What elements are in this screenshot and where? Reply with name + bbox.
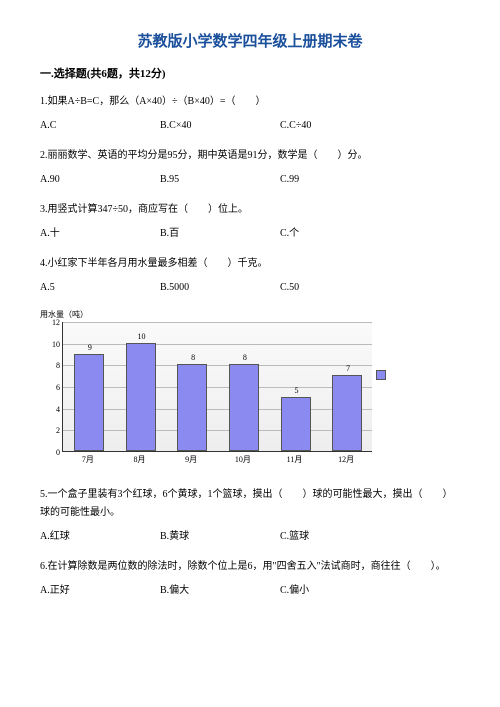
gridline <box>63 344 372 345</box>
gridline <box>63 387 372 388</box>
section-header: 一.选择题(共6题，共12分) <box>40 65 460 81</box>
gridline <box>63 409 372 410</box>
gridline <box>63 430 372 431</box>
chart-ylabel: 用水量（吨） <box>40 309 400 320</box>
bar: 7 <box>332 375 362 451</box>
option-c: C.个 <box>280 225 400 243</box>
option-c: C.偏小 <box>280 582 400 600</box>
bar-value-label: 5 <box>282 386 312 395</box>
question-text: 4.小红家下半年各月用水量最多相差（ ）千克。 <box>40 255 460 273</box>
question-3: 3.用竖式计算347÷50，商应写在（ ）位上。 A.十 B.百 C.个 <box>40 201 460 243</box>
x-tick-label: 7月 <box>73 454 103 465</box>
bar: 8 <box>177 364 207 451</box>
option-a: A.90 <box>40 171 160 189</box>
x-tick-label: 8月 <box>125 454 155 465</box>
legend-box <box>376 370 386 380</box>
options: A.十 B.百 C.个 <box>40 225 460 243</box>
bar: 10 <box>126 343 156 451</box>
question-1: 1.如果A÷B=C，那么（A×40）÷（B×40）=（ ） A.C B.C×40… <box>40 93 460 135</box>
question-text: 1.如果A÷B=C，那么（A×40）÷（B×40）=（ ） <box>40 93 460 111</box>
option-c: C.篮球 <box>280 528 400 546</box>
x-tick-label: 10月 <box>228 454 258 465</box>
y-tick-label: 2 <box>44 426 60 435</box>
gridline <box>63 365 372 366</box>
y-tick-label: 12 <box>44 318 60 327</box>
option-c: C.50 <box>280 279 400 297</box>
option-c: C.99 <box>280 171 400 189</box>
options: A.C B.C×40 C.C÷40 <box>40 117 460 135</box>
options: A.5 B.5000 C.50 <box>40 279 460 297</box>
bar-value-label: 9 <box>75 343 105 352</box>
chart-container: 用水量（吨） 9108857 0246810127月8月9月10月11月12月 <box>40 309 400 472</box>
question-4: 4.小红家下半年各月用水量最多相差（ ）千克。 A.5 B.5000 C.50 <box>40 255 460 297</box>
bar-value-label: 8 <box>230 353 260 362</box>
bar-chart: 9108857 0246810127月8月9月10月11月12月 <box>40 322 380 472</box>
page-title: 苏教版小学数学四年级上册期末卷 <box>40 30 460 51</box>
gridline <box>63 322 372 323</box>
bar: 5 <box>281 397 311 451</box>
option-b: B.95 <box>160 171 280 189</box>
plot-area: 9108857 <box>62 322 372 452</box>
option-c: C.C÷40 <box>280 117 400 135</box>
bar: 9 <box>74 354 104 452</box>
options: A.正好 B.偏大 C.偏小 <box>40 582 460 600</box>
question-5: 5.一个盒子里装有3个红球，6个黄球，1个篮球，摸出（ ）球的可能性最大，摸出（… <box>40 486 460 546</box>
bar: 8 <box>229 364 259 451</box>
option-b: B.5000 <box>160 279 280 297</box>
y-tick-label: 10 <box>44 340 60 349</box>
question-2: 2.丽丽数学、英语的平均分是95分，期中英语是91分，数学是（ ）分。 A.90… <box>40 147 460 189</box>
option-a: A.5 <box>40 279 160 297</box>
x-tick-label: 11月 <box>280 454 310 465</box>
y-tick-label: 4 <box>44 405 60 414</box>
option-a: A.C <box>40 117 160 135</box>
option-b: B.百 <box>160 225 280 243</box>
options: A.红球 B.黄球 C.篮球 <box>40 528 460 546</box>
bar-value-label: 8 <box>178 353 208 362</box>
option-a: A.十 <box>40 225 160 243</box>
y-tick-label: 8 <box>44 361 60 370</box>
option-a: A.正好 <box>40 582 160 600</box>
x-tick-label: 12月 <box>331 454 361 465</box>
bar-value-label: 10 <box>127 332 157 341</box>
question-text: 6.在计算除数是两位数的除法时，除数个位上是6，用"四舍五入"法试商时，商往往（… <box>40 558 460 576</box>
y-tick-label: 6 <box>44 383 60 392</box>
option-b: B.C×40 <box>160 117 280 135</box>
question-text: 5.一个盒子里装有3个红球，6个黄球，1个篮球，摸出（ ）球的可能性最大，摸出（… <box>40 486 460 522</box>
option-a: A.红球 <box>40 528 160 546</box>
option-b: B.黄球 <box>160 528 280 546</box>
option-b: B.偏大 <box>160 582 280 600</box>
question-text: 2.丽丽数学、英语的平均分是95分，期中英语是91分，数学是（ ）分。 <box>40 147 460 165</box>
question-text: 3.用竖式计算347÷50，商应写在（ ）位上。 <box>40 201 460 219</box>
options: A.90 B.95 C.99 <box>40 171 460 189</box>
x-tick-label: 9月 <box>176 454 206 465</box>
bar-value-label: 7 <box>333 364 363 373</box>
question-6: 6.在计算除数是两位数的除法时，除数个位上是6，用"四舍五入"法试商时，商往往（… <box>40 558 460 600</box>
y-tick-label: 0 <box>44 448 60 457</box>
